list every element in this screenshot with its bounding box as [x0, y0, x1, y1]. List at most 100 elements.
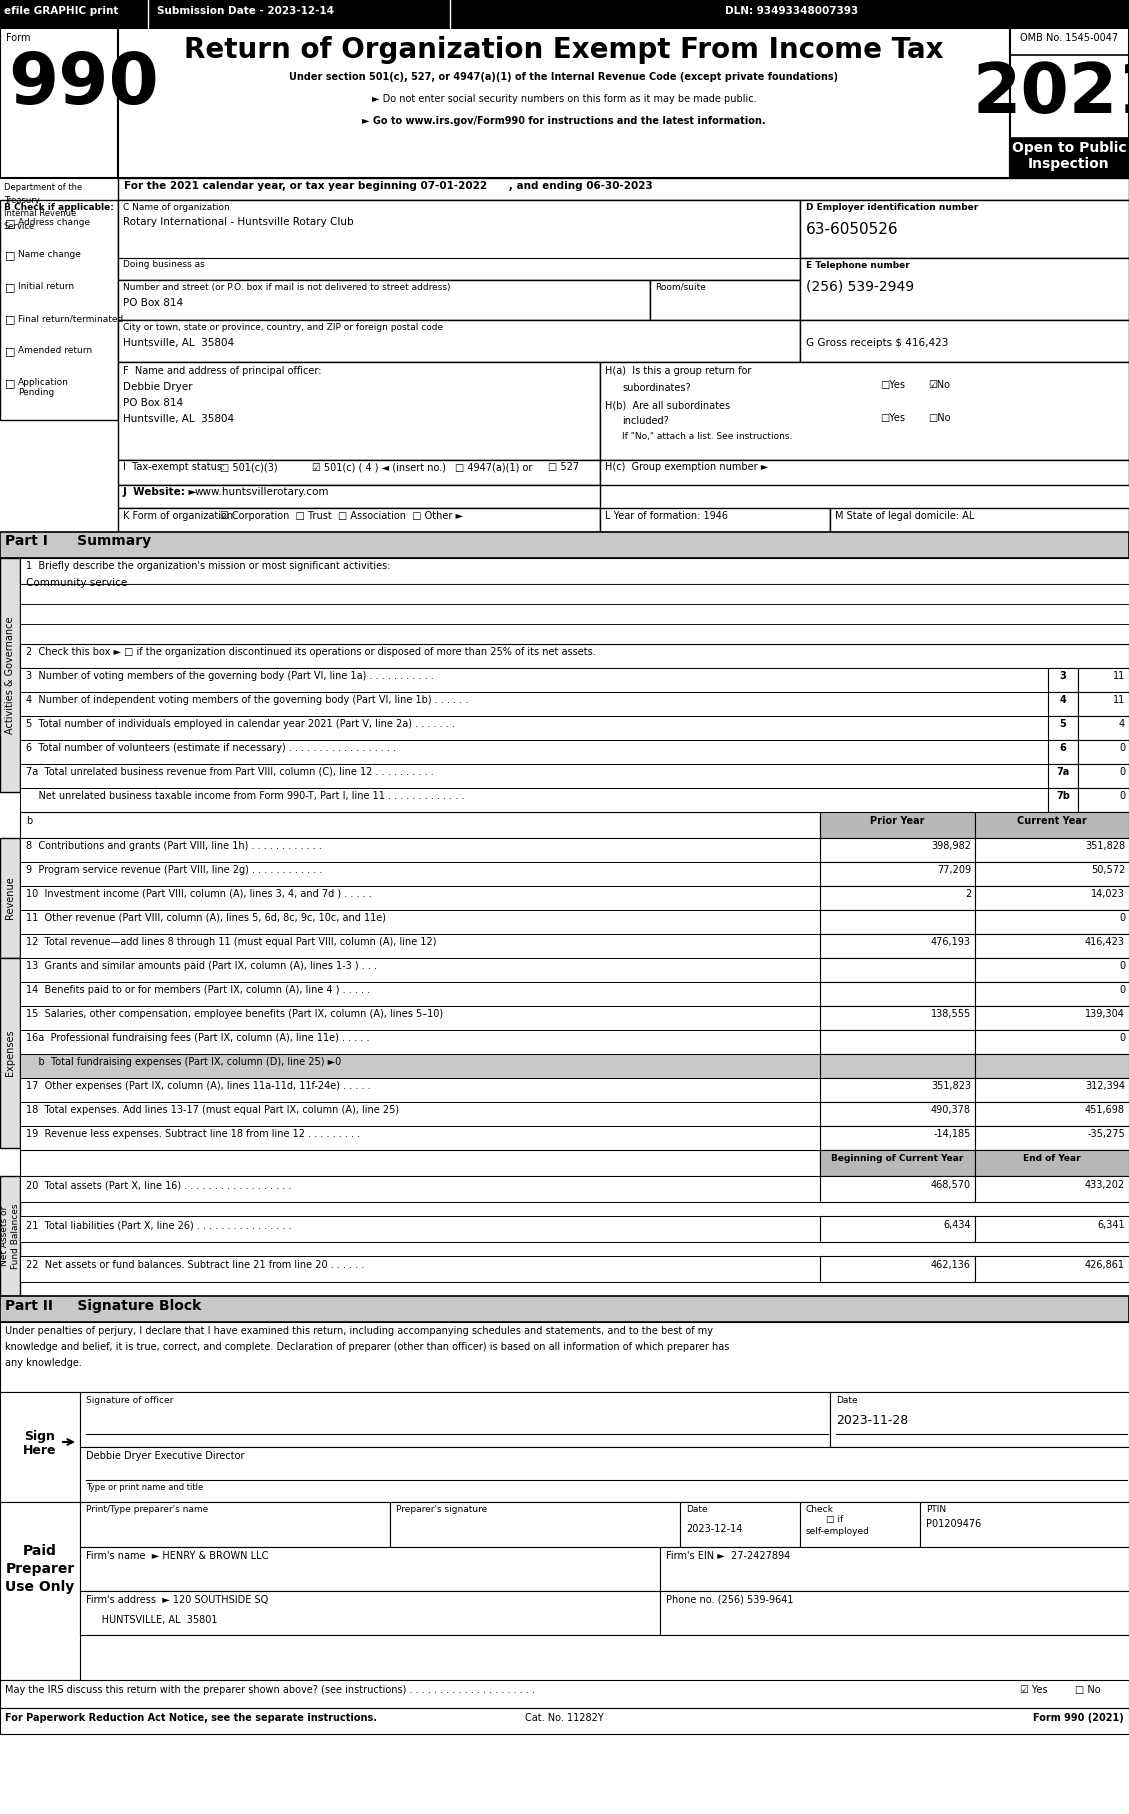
Bar [20, 668, 1048, 691]
Text: P01209476: P01209476 [926, 1518, 981, 1529]
Bar [975, 862, 1129, 885]
Text: □: □ [5, 377, 16, 388]
Bar [20, 604, 1129, 624]
Bar [0, 1322, 1129, 1391]
Text: Net unrelated business taxable income from Form 990-T, Part I, line 11 . . . . .: Net unrelated business taxable income fr… [26, 791, 464, 802]
Bar [820, 813, 975, 838]
Text: 2: 2 [965, 889, 971, 900]
Bar [975, 885, 1129, 911]
Bar [660, 1547, 1129, 1591]
Text: Firm's address  ► 120 SOUTHSIDE SQ: Firm's address ► 120 SOUTHSIDE SQ [86, 1595, 269, 1605]
Bar [20, 813, 820, 838]
Text: H(b)  Are all subordinates: H(b) Are all subordinates [605, 401, 730, 410]
Bar [975, 813, 1129, 838]
Text: 14  Benefits paid to or for members (Part IX, column (A), line 4 ) . . . . .: 14 Benefits paid to or for members (Part… [26, 985, 370, 996]
Text: 476,193: 476,193 [931, 938, 971, 947]
Text: 63-6050526: 63-6050526 [806, 221, 899, 238]
Bar [119, 178, 1129, 200]
Text: □ if: □ if [826, 1515, 843, 1524]
Bar [119, 279, 650, 319]
Bar [20, 740, 1048, 764]
Bar [20, 1175, 820, 1203]
Text: 426,861: 426,861 [1085, 1261, 1124, 1270]
Text: 9  Program service revenue (Part VIII, line 2g) . . . . . . . . . . . .: 9 Program service revenue (Part VIII, li… [26, 865, 323, 874]
Bar [1078, 691, 1129, 717]
Bar [975, 1030, 1129, 1054]
Text: □ No: □ No [1075, 1685, 1101, 1694]
Text: HUNTSVILLE, AL  35801: HUNTSVILLE, AL 35801 [86, 1614, 218, 1625]
Text: 22  Net assets or fund balances. Subtract line 21 from line 20 . . . . . .: 22 Net assets or fund balances. Subtract… [26, 1261, 365, 1270]
Text: Activities & Governance: Activities & Governance [5, 617, 15, 733]
Text: ☑ 501(c) ( 4 ) ◄ (insert no.): ☑ 501(c) ( 4 ) ◄ (insert no.) [312, 463, 446, 472]
Text: 2023-11-28: 2023-11-28 [835, 1413, 908, 1428]
Bar [119, 484, 599, 508]
Bar [680, 1502, 800, 1547]
Text: 13  Grants and similar amounts paid (Part IX, column (A), lines 1-3 ) . . .: 13 Grants and similar amounts paid (Part… [26, 961, 377, 970]
Text: any knowledge.: any knowledge. [5, 1359, 82, 1368]
Bar [1010, 138, 1129, 178]
Text: □: □ [5, 218, 16, 229]
Text: 11  Other revenue (Part VIII, column (A), lines 5, 6d, 8c, 9c, 10c, and 11e): 11 Other revenue (Part VIII, column (A),… [26, 912, 386, 923]
Text: 6  Total number of volunteers (estimate if necessary) . . . . . . . . . . . . . : 6 Total number of volunteers (estimate i… [26, 744, 396, 753]
Text: 0: 0 [1119, 791, 1124, 802]
Text: 4: 4 [1060, 695, 1067, 706]
Text: □: □ [5, 250, 16, 259]
Text: Amended return: Amended return [18, 346, 93, 356]
Text: Huntsville, AL  35804: Huntsville, AL 35804 [123, 337, 234, 348]
Text: 0: 0 [1119, 912, 1124, 923]
Text: End of Year: End of Year [1023, 1154, 1080, 1163]
Text: L Year of formation: 1946: L Year of formation: 1946 [605, 512, 728, 521]
Text: 0: 0 [1119, 1032, 1124, 1043]
Text: □ 527: □ 527 [548, 463, 579, 472]
Text: 2023-12-14: 2023-12-14 [686, 1524, 743, 1535]
Text: 0: 0 [1119, 985, 1124, 996]
Text: 468,570: 468,570 [931, 1179, 971, 1190]
Text: □: □ [5, 314, 16, 325]
Bar [0, 559, 20, 793]
Bar [975, 838, 1129, 862]
Text: Doing business as: Doing business as [123, 259, 204, 268]
Bar [1010, 27, 1129, 178]
Text: 416,423: 416,423 [1085, 938, 1124, 947]
Bar [80, 1591, 660, 1634]
Text: 0: 0 [1119, 767, 1124, 776]
Bar [20, 838, 820, 862]
Bar [599, 363, 1129, 461]
Bar [820, 1215, 975, 1243]
Bar [0, 200, 119, 421]
Text: Department of the: Department of the [5, 183, 82, 192]
Bar [820, 934, 975, 958]
Bar [820, 838, 975, 862]
Text: 18  Total expenses. Add lines 13-17 (must equal Part IX, column (A), line 25): 18 Total expenses. Add lines 13-17 (must… [26, 1105, 400, 1116]
Bar [820, 981, 975, 1007]
Text: 4: 4 [1119, 718, 1124, 729]
Text: 462,136: 462,136 [931, 1261, 971, 1270]
Bar [0, 1502, 80, 1680]
Text: B Check if applicable:: B Check if applicable: [5, 203, 114, 212]
Bar [0, 958, 20, 1148]
Bar [0, 1175, 20, 1295]
Bar [0, 1295, 1129, 1322]
Text: 4  Number of independent voting members of the governing body (Part VI, line 1b): 4 Number of independent voting members o… [26, 695, 469, 706]
Text: 0: 0 [1119, 744, 1124, 753]
Text: Name change: Name change [18, 250, 81, 259]
Text: J  Website: ►: J Website: ► [123, 486, 198, 497]
Text: 138,555: 138,555 [930, 1009, 971, 1019]
Text: Return of Organization Exempt From Income Tax: Return of Organization Exempt From Incom… [184, 36, 944, 63]
Bar [20, 1054, 820, 1078]
Text: If "No," attach a list. See instructions.: If "No," attach a list. See instructions… [622, 432, 793, 441]
Bar [0, 27, 119, 178]
Bar [20, 1126, 820, 1150]
Bar [0, 838, 20, 958]
Text: Phone no. (256) 539-9641: Phone no. (256) 539-9641 [666, 1595, 794, 1605]
Text: www.huntsvillerotary.com: www.huntsvillerotary.com [195, 486, 330, 497]
Bar [820, 1150, 975, 1175]
Text: 21  Total liabilities (Part X, line 26) . . . . . . . . . . . . . . . .: 21 Total liabilities (Part X, line 26) .… [26, 1221, 291, 1230]
Text: 7a: 7a [1057, 767, 1069, 776]
Text: 17  Other expenses (Part IX, column (A), lines 11a-11d, 11f-24e) . . . . .: 17 Other expenses (Part IX, column (A), … [26, 1081, 370, 1090]
Text: Date: Date [835, 1397, 858, 1406]
Bar [20, 958, 820, 981]
Text: Under section 501(c), 527, or 4947(a)(1) of the Internal Revenue Code (except pr: Under section 501(c), 527, or 4947(a)(1)… [289, 73, 839, 82]
Bar [975, 1007, 1129, 1030]
Text: 7b: 7b [1056, 791, 1070, 802]
